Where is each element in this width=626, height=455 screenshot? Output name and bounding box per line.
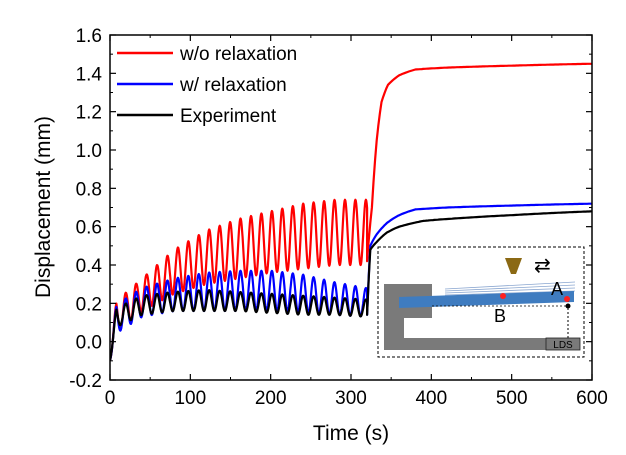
y-tick-label: -0.2 xyxy=(69,371,102,392)
x-axis-label: Time (s) xyxy=(313,422,389,445)
legend-label-wo-relaxation: w/o relaxation xyxy=(179,44,297,65)
legend-label-w-relaxation: w/ relaxation xyxy=(179,75,287,96)
x-tick-label: 0 xyxy=(105,388,116,409)
y-tick-label: 1.4 xyxy=(76,64,103,85)
y-axis-ticks: -0.2 0.0 0.2 0.4 0.6 0.8 1.0 1.2 1.4 1.6 xyxy=(69,26,592,392)
x-tick-label: 500 xyxy=(496,388,528,409)
x-tick-label: 100 xyxy=(174,388,206,409)
legend: w/o relaxation w/ relaxation Experiment xyxy=(117,44,297,127)
x-tick-label: 600 xyxy=(576,388,608,409)
cantilever-beam xyxy=(399,291,574,308)
deflected-beam-traces xyxy=(444,281,576,296)
y-tick-label: 0.0 xyxy=(76,333,102,354)
point-b-marker xyxy=(500,293,506,299)
x-axis-ticks: 0 100 200 300 400 500 600 xyxy=(105,35,608,409)
lds-box xyxy=(545,337,581,351)
y-tick-label: 1.6 xyxy=(76,26,102,47)
lds-target-marker xyxy=(565,303,571,309)
legend-label-experiment: Experiment xyxy=(180,106,277,127)
x-tick-label: 400 xyxy=(415,388,447,409)
y-tick-label: 0.4 xyxy=(76,256,103,277)
y-tick-label: 0.2 xyxy=(76,294,102,315)
lds-label: LDS xyxy=(553,340,573,351)
x-tick-label: 300 xyxy=(335,388,367,409)
point-b-label: B xyxy=(494,306,506,326)
y-axis-label: Displacement (mm) xyxy=(32,116,55,298)
scan-direction-arrow: ⇄ xyxy=(534,253,551,277)
point-a-label: A xyxy=(551,279,563,299)
series-layer xyxy=(110,62,592,362)
series-line-0 xyxy=(110,62,592,362)
indenter-tip xyxy=(505,258,522,274)
point-a-marker xyxy=(564,296,570,302)
y-tick-label: 1.2 xyxy=(76,103,102,124)
x-tick-label: 200 xyxy=(255,388,287,409)
y-tick-label: 0.8 xyxy=(76,179,102,200)
series-line-2 xyxy=(110,210,592,361)
y-tick-label: 0.6 xyxy=(76,218,102,239)
setup-inset-diagram: LDS ⇄ A B xyxy=(377,246,585,358)
y-tick-label: 1.0 xyxy=(76,141,102,162)
